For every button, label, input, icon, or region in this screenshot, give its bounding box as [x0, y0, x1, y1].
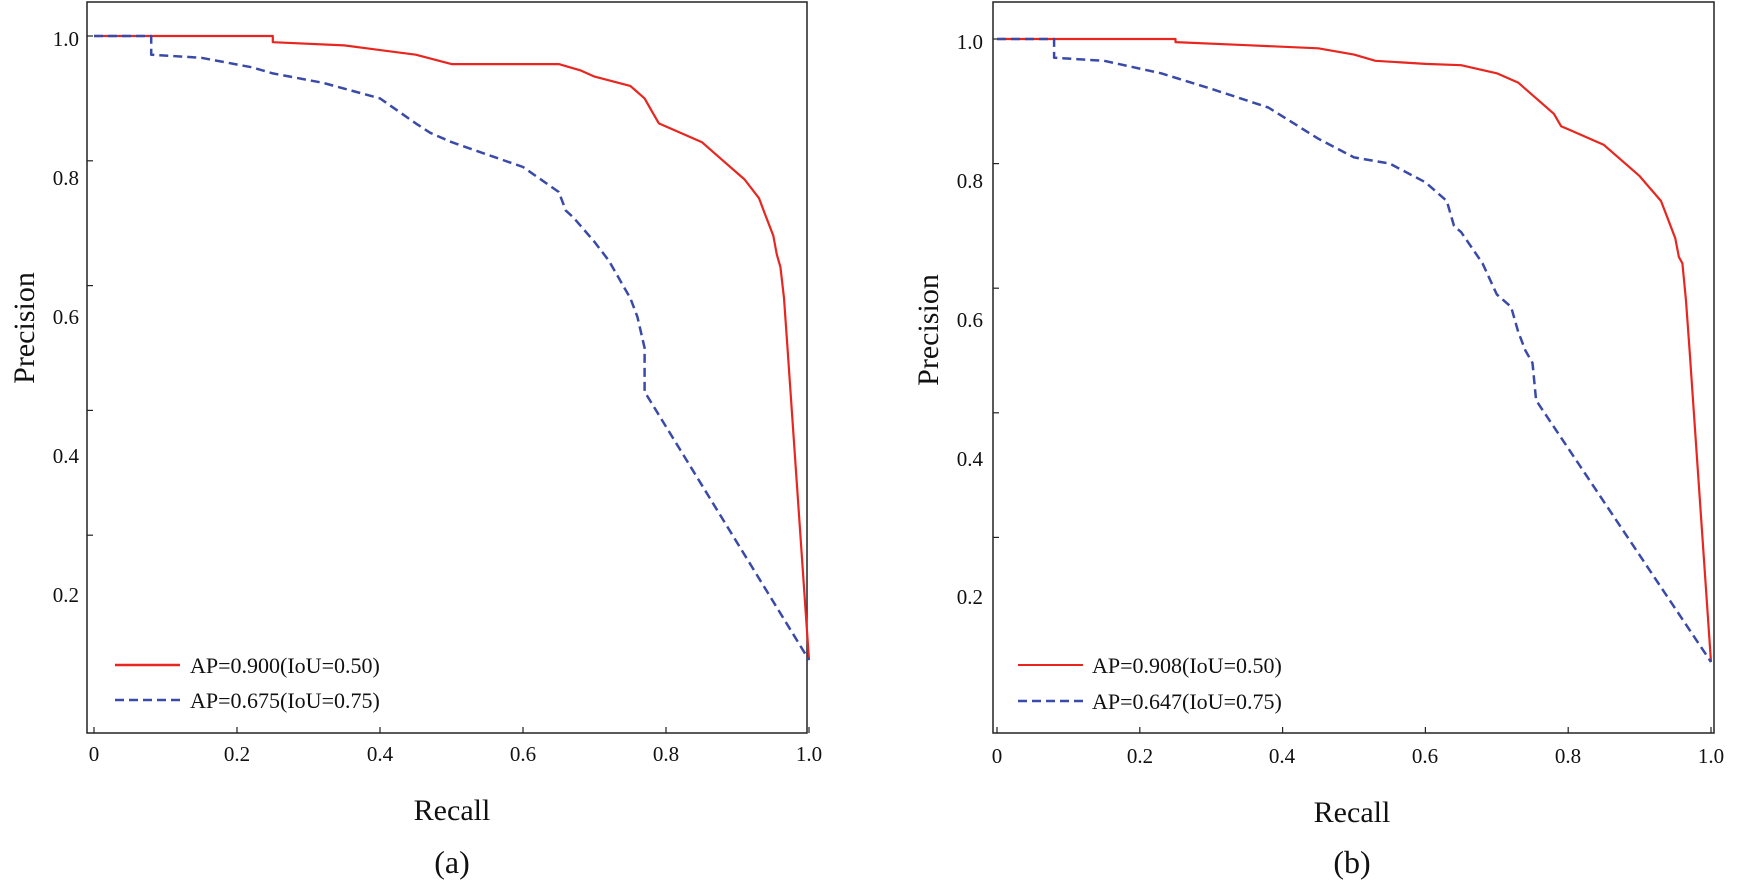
x-tick-label: 0.4 — [1269, 744, 1296, 768]
legend: AP=0.908(IoU=0.50) AP=0.647(IoU=0.75) — [1018, 653, 1282, 714]
series-line-iou-050 — [997, 37, 1713, 663]
panel-caption: (b) — [1333, 844, 1370, 880]
plot-frame — [86, 1, 808, 734]
x-axis-title: Recall — [414, 794, 491, 827]
x-tick-label: 0.6 — [1412, 744, 1438, 768]
legend-label: AP=0.900(IoU=0.50) — [190, 653, 380, 678]
legend-label: AP=0.675(IoU=0.75) — [190, 688, 380, 713]
x-tick-label: 0.8 — [1555, 744, 1581, 768]
x-tick-label: 0.6 — [510, 742, 536, 766]
x-tick-label: 0.2 — [1127, 744, 1153, 768]
series-line-iou-075 — [94, 34, 811, 661]
legend: AP=0.900(IoU=0.50) AP=0.675(IoU=0.75) — [115, 653, 380, 713]
x-axis-title: Recall — [1314, 796, 1391, 829]
panel-caption: (a) — [434, 844, 470, 880]
x-tick-label: 0.4 — [367, 742, 394, 766]
x-tick-label: 0 — [992, 744, 1003, 768]
legend-label: AP=0.647(IoU=0.75) — [1092, 689, 1282, 714]
y-tick-label: 0.4 — [957, 447, 984, 471]
y-axis-title: Precision — [912, 274, 945, 386]
y-tick-label: 1.0 — [53, 27, 79, 51]
axis-ticks — [993, 38, 1712, 733]
plot-frame — [992, 1, 1715, 734]
x-tick-label: 0.8 — [653, 742, 679, 766]
y-tick-label: 0.6 — [53, 305, 79, 329]
x-tick-label: 1.0 — [796, 742, 822, 766]
y-tick-label: 0.8 — [53, 166, 79, 190]
y-axis-title: Precision — [8, 272, 41, 384]
x-tick-label: 0 — [89, 742, 100, 766]
chart-panel-b: 0 0.2 0.4 0.6 0.8 1.0 0.2 0.4 0.6 0.8 1.… — [912, 1, 1724, 880]
x-tick-label: 0.2 — [224, 742, 250, 766]
axis-ticks — [87, 35, 810, 733]
y-tick-label: 0.4 — [53, 444, 80, 468]
series-line-iou-075 — [997, 37, 1713, 663]
series-line-iou-050 — [94, 34, 811, 661]
chart-panel-a: 0 0.2 0.4 0.6 0.8 1.0 0.2 0.4 0.6 0.8 1.… — [8, 1, 822, 880]
y-tick-label: 0.8 — [957, 169, 983, 193]
y-tick-label: 1.0 — [957, 30, 983, 54]
legend-label: AP=0.908(IoU=0.50) — [1092, 653, 1282, 678]
y-tick-label: 0.6 — [957, 308, 983, 332]
x-tick-label: 1.0 — [1698, 744, 1724, 768]
y-tick-label: 0.2 — [53, 583, 79, 607]
y-tick-label: 0.2 — [957, 585, 983, 609]
